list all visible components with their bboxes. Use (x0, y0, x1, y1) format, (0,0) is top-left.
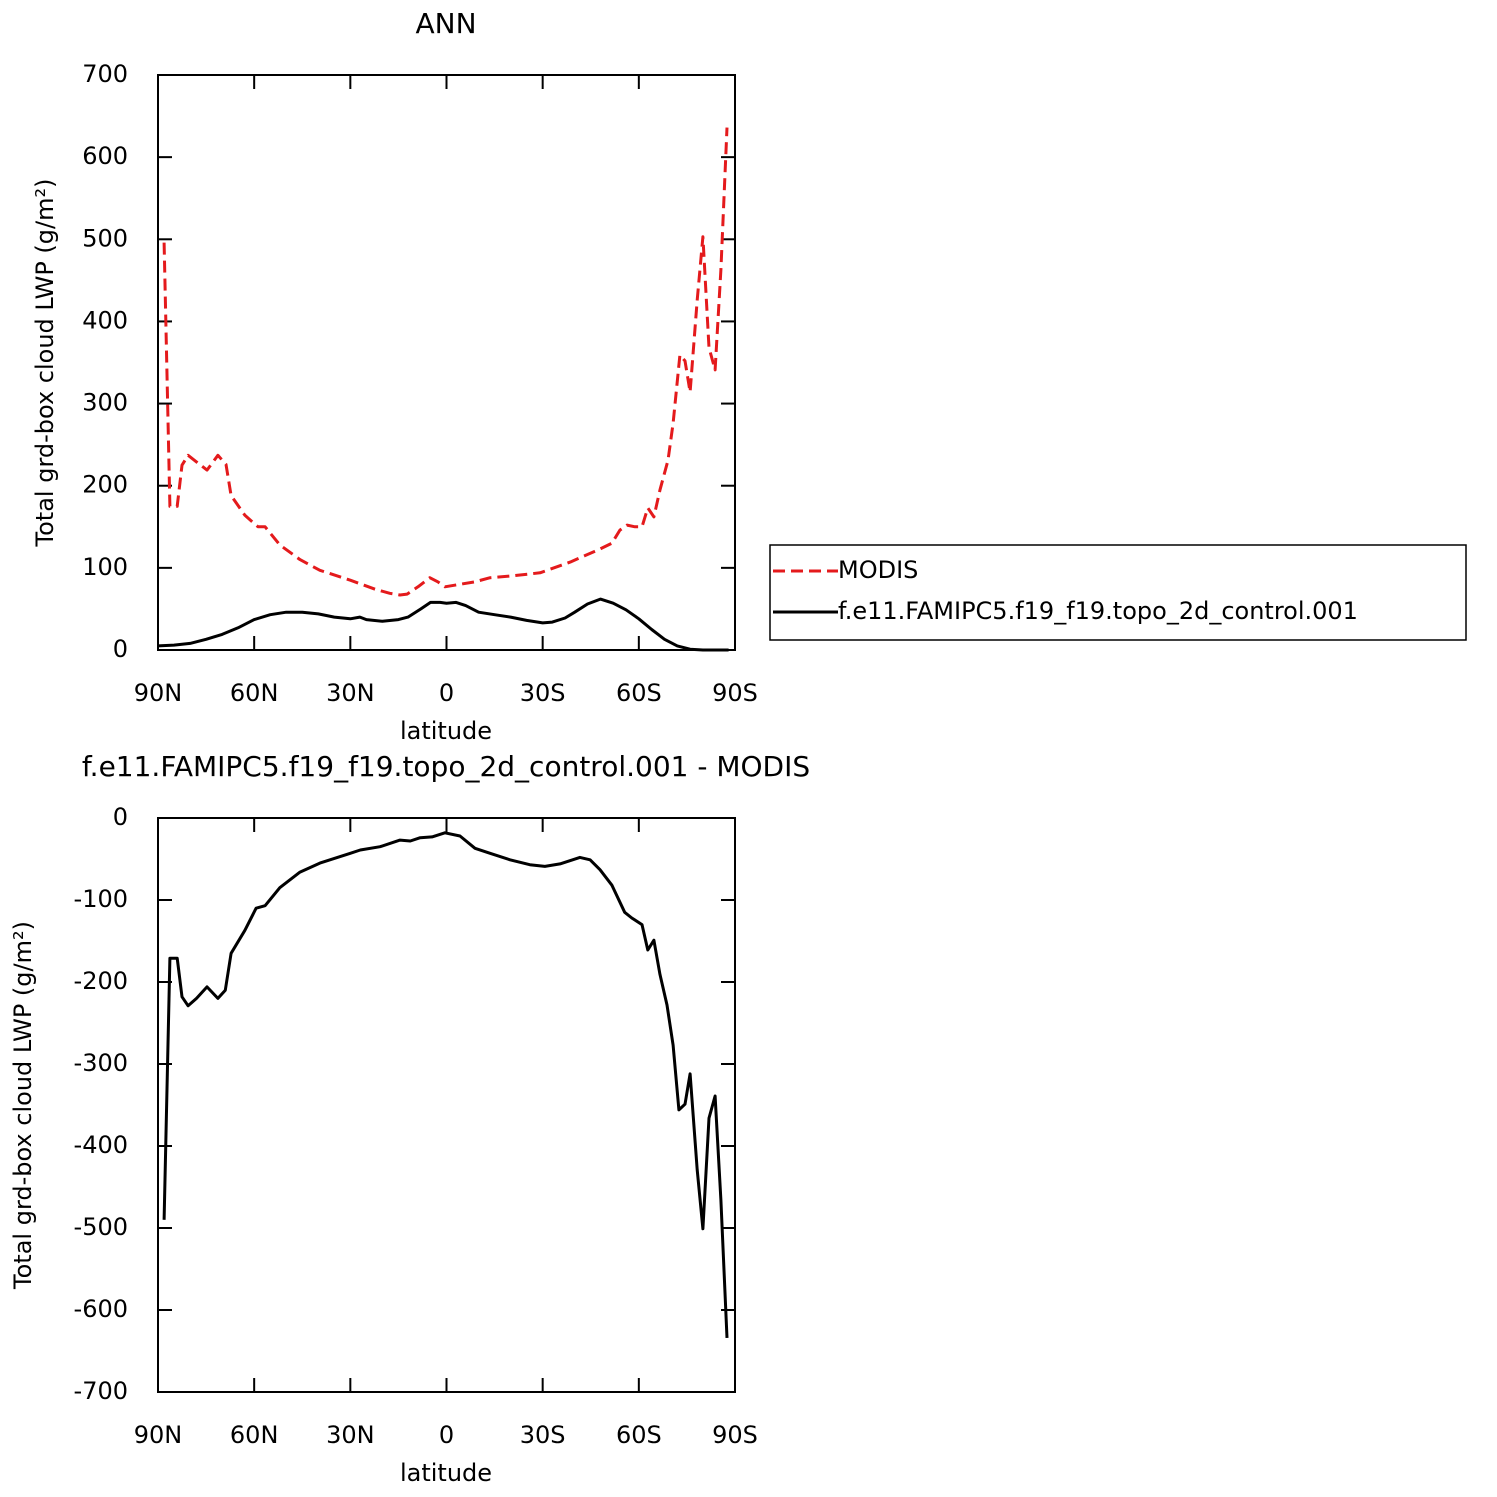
x-axis-label: latitude (400, 1459, 492, 1487)
y-tick-label: -400 (74, 1131, 128, 1159)
legend-box (769, 544, 1467, 641)
x-tick-label: 0 (439, 1421, 454, 1449)
y-axis-label: Total grd-box cloud LWP (g/m²) (9, 921, 37, 1290)
x-tick-label: 90N (134, 1421, 183, 1449)
x-tick-label: 90N (134, 679, 183, 707)
y-tick-label: -300 (74, 1049, 128, 1077)
x-tick-label: 30S (520, 679, 566, 707)
x-tick-label: 60N (230, 1421, 279, 1449)
y-tick-label: 700 (82, 60, 128, 88)
plot-frame (157, 817, 736, 1393)
legend-label: MODIS (838, 556, 918, 584)
y-tick-label: -200 (74, 967, 128, 995)
y-tick-label: 600 (82, 142, 128, 170)
x-tick-label: 90S (712, 1421, 758, 1449)
y-tick-label: 500 (82, 224, 128, 252)
x-tick-label: 60S (616, 1421, 662, 1449)
x-tick-label: 30S (520, 1421, 566, 1449)
y-tick-label: 0 (113, 803, 128, 831)
y-tick-label: -700 (74, 1377, 128, 1405)
legend-label: f.e11.FAMIPC5.f19_f19.topo_2d_control.00… (838, 597, 1358, 625)
x-tick-label: 30N (326, 1421, 375, 1449)
x-tick-label: 90S (712, 679, 758, 707)
chart-title: f.e11.FAMIPC5.f19_f19.topo_2d_control.00… (82, 750, 810, 783)
y-tick-label: 400 (82, 306, 128, 334)
data-line (162, 831, 729, 1338)
x-tick-label: 0 (439, 679, 454, 707)
y-tick-label: -600 (74, 1295, 128, 1323)
x-tick-label: 60N (230, 679, 279, 707)
y-tick-label: 300 (82, 389, 128, 417)
x-tick-label: 30N (326, 679, 375, 707)
y-tick-label: -100 (74, 885, 128, 913)
data-line (157, 597, 729, 652)
y-tick-label: 200 (82, 471, 128, 499)
x-axis-label: latitude (400, 717, 492, 745)
y-axis-label: Total grd-box cloud LWP (g/m²) (31, 179, 59, 548)
y-tick-label: -500 (74, 1213, 128, 1241)
chart-title: ANN (415, 7, 476, 40)
data-line (162, 127, 729, 597)
y-tick-label: 100 (82, 553, 128, 581)
y-tick-label: 0 (113, 635, 128, 663)
x-tick-label: 60S (616, 679, 662, 707)
plot-frame (157, 74, 736, 651)
plot: ANN 90N 60N 30N 0 30S 60S 90S 0 100 200 300 400 500 60… (31, 7, 758, 745)
plot: f.e11.FAMIPC5.f19_f19.topo_2d_control.00… (9, 750, 810, 1487)
